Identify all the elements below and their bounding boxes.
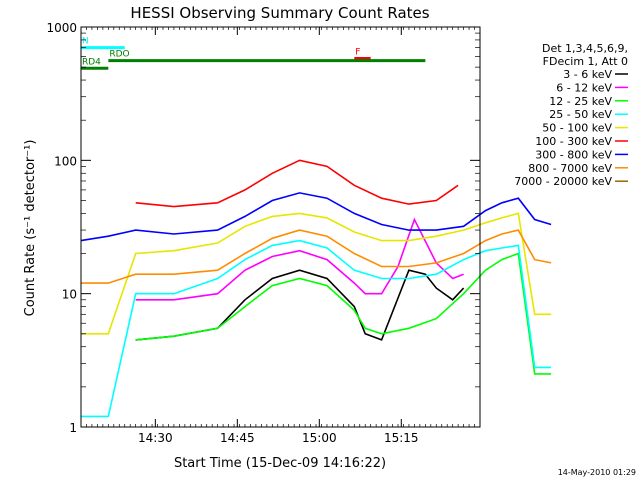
legend-entry-100-300-kev: 100 - 300 keV [535,135,612,148]
y-tick-label: 10 [62,288,77,302]
series-line-25-50-kev [81,239,552,418]
x-axis-label: Start Time (15-Dec-09 14:16:22) [174,456,386,471]
annotation-label-n: N [82,37,89,47]
legend-header: FDecim 1, Att 0 [543,55,628,68]
x-tick-label: 15:00 [302,431,337,445]
series-line-800-7000-kev [81,229,552,284]
legend-header: Det 1,3,4,5,6,9, [542,42,628,55]
y-axis-label: Count Rate (s⁻¹ detector⁻¹) [23,140,38,317]
annotation-layer: N F RDO RD4 [81,37,426,70]
annotation-label-rdo: RDO [109,50,129,60]
series-layer [80,159,552,418]
series-line-3-6-kev [135,269,465,341]
y-tick-label: 100 [54,154,77,168]
footer-date: 14-May-2010 01:29 [558,468,636,477]
legend-entry-12-25-kev: 12 - 25 keV [549,95,612,108]
plot-frame [80,26,481,428]
legend: Det 1,3,4,5,6,9,FDecim 1, Att 03 - 6 keV… [514,42,628,188]
series-line-50-100-kev [81,212,552,335]
series-line-6-12-kev [135,217,464,301]
legend-entry-800-7000-kev: 800 - 7000 keV [528,162,612,175]
legend-entry-3-6-kev: 3 - 6 keV [563,68,612,81]
x-tick-label: 15:15 [384,431,419,445]
series-line-300-800-kev [80,192,552,242]
x-tick-label: 14:45 [220,431,255,445]
y-tick-label: 1000 [46,21,77,35]
legend-entry-6-12-kev: 6 - 12 keV [556,81,612,94]
chart-title: HESSI Observing Summary Count Rates [130,4,429,22]
legend-entry-25-50-kev: 25 - 50 keV [549,108,612,121]
legend-entry-7000-20000-kev: 7000 - 20000 keV [514,175,612,188]
x-tick-label: 14:30 [138,431,173,445]
legend-entry-50-100-kev: 50 - 100 keV [542,122,612,135]
legend-entry-300-800-kev: 300 - 800 keV [535,148,612,161]
series-line-100-300-kev [135,159,459,208]
tick-layer: 14:30 14:45 15:00 15:15 1 10 100 1000 [46,21,481,445]
annotation-label-rd4: RD4 [82,57,101,67]
y-tick-label: 1 [69,421,77,435]
annotation-label-f: F [355,48,360,58]
series-line-12-25-kev [135,252,552,375]
